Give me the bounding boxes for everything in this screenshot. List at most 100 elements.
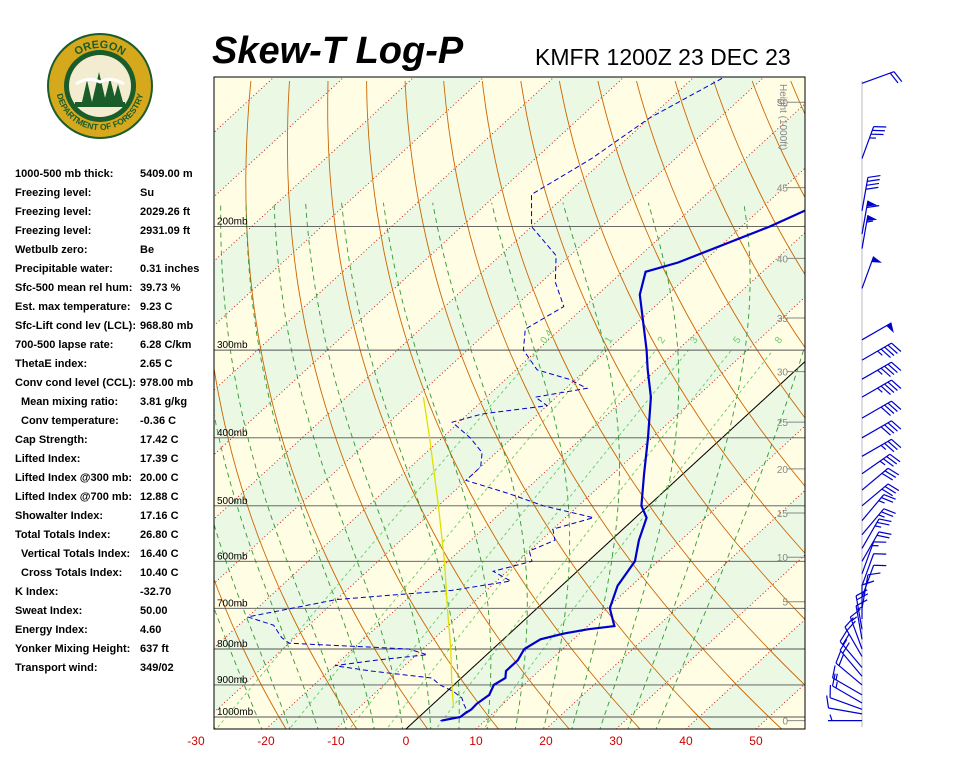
dry-adiabat-line <box>287 80 499 729</box>
index-value: 9.23 C <box>140 301 173 313</box>
isotherm-line <box>214 77 485 327</box>
wind-barb-staff <box>861 553 875 586</box>
index-label: Sweat Index: <box>15 605 83 617</box>
wind-barb-flag <box>884 365 895 376</box>
wind-barb-flag <box>873 541 887 543</box>
index-label: Energy Index: <box>15 624 88 636</box>
moist-adiabat-line <box>562 202 620 729</box>
dry-adiabat-line <box>214 578 287 729</box>
wind-barb <box>861 553 887 586</box>
wind-barb-flag <box>873 564 887 567</box>
dry-adiabat-line <box>214 725 216 729</box>
moist-adiabat-line <box>305 202 432 729</box>
wind-barb-flag <box>883 493 896 500</box>
wind-barb-flag <box>889 72 899 84</box>
wind-barb-flag <box>831 665 836 679</box>
wind-barb-flag <box>838 653 845 666</box>
index-label: Freezing level: <box>15 225 92 237</box>
wind-barb-flag <box>866 182 880 186</box>
index-label: Precipitable water: <box>15 263 113 275</box>
wind-barb-staff <box>855 595 863 630</box>
index-label: Freezing level: <box>15 187 92 199</box>
dry-adiabat-line <box>868 81 960 729</box>
index-value: 17.42 C <box>140 434 179 446</box>
height-tick-label: 45 <box>777 184 789 195</box>
index-label: Cross Totals Index: <box>21 567 123 579</box>
moist-adiabat-line <box>491 202 571 729</box>
wind-barb-flag <box>835 651 842 664</box>
wind-barb-staff <box>861 71 895 84</box>
index-value: 968.80 mb <box>140 320 194 332</box>
wind-barb-flag <box>891 420 902 430</box>
wind-barb-staff <box>861 420 892 439</box>
wind-barb <box>861 256 882 289</box>
index-label: Lifted Index @700 mb: <box>15 491 133 503</box>
wind-barb <box>861 493 896 521</box>
wind-barb-flag <box>882 458 894 467</box>
dry-adiabat-line <box>327 80 570 729</box>
height-tick-label: 10 <box>777 553 789 564</box>
wind-barb-half-flag <box>879 460 886 466</box>
wind-barb-flag <box>887 381 898 391</box>
height-tick-label: 50 <box>777 98 789 109</box>
index-label: Conv cond level (CCL): <box>15 377 137 389</box>
plot-frame <box>213 76 806 730</box>
dry-adiabat-line <box>558 80 805 554</box>
temperature-tick-label: 20 <box>539 734 553 748</box>
temperature-tick-label: 30 <box>609 734 623 748</box>
wind-barb-flag <box>891 361 902 372</box>
wind-barb <box>861 361 902 380</box>
wind-barb-staff <box>861 342 892 361</box>
mixing-ratio-label: 8 <box>773 335 785 346</box>
pressure-level-label: 800mb <box>217 639 248 650</box>
dry-adiabat-line <box>636 80 805 419</box>
wind-barb-staff <box>861 531 880 562</box>
wind-barb <box>861 467 900 491</box>
mixing-ratio-label: 2 <box>656 335 668 346</box>
wind-barb-pennant <box>866 200 878 207</box>
height-tick-label: 40 <box>777 254 789 265</box>
wind-barb <box>861 518 892 549</box>
wind-barb-flag <box>891 438 902 449</box>
index-label: Total Totals Index: <box>15 529 111 541</box>
mixing-ratio-label: 1 <box>603 335 615 346</box>
temperature-profile-line <box>441 209 805 722</box>
wind-barb-staff <box>828 707 863 715</box>
wind-barb-staff <box>861 541 875 575</box>
temperature-tick-label: 50 <box>749 734 763 748</box>
wind-barb <box>861 541 887 575</box>
index-label: Sfc-500 mean rel hum: <box>15 282 133 294</box>
dry-adiabat-line <box>366 80 641 729</box>
wind-barb-flag <box>889 453 901 463</box>
wind-barb-flag <box>887 467 900 476</box>
wind-barb-flag <box>866 205 880 209</box>
wind-barb <box>861 126 887 159</box>
wind-barb-flag <box>873 126 887 128</box>
wind-barb <box>861 531 892 562</box>
wind-barb-flag <box>887 440 898 451</box>
isotherm-line <box>214 77 415 262</box>
moist-adiabat-line <box>341 202 460 729</box>
moist-adiabat-line <box>655 343 805 729</box>
wind-barb-staff <box>861 126 875 159</box>
wind-barb-flag <box>844 617 854 628</box>
wind-barb-staff <box>861 518 880 549</box>
wind-barb <box>829 685 863 710</box>
isotherm-line <box>214 77 765 585</box>
dry-adiabat-line <box>245 80 428 729</box>
dry-adiabat-line <box>481 80 805 686</box>
index-label: Mean mixing ratio: <box>21 396 119 408</box>
wind-barb-flag <box>887 422 898 432</box>
wind-barb-half-flag <box>866 220 874 223</box>
wind-barb <box>861 215 878 249</box>
wind-barb-flag <box>884 346 895 356</box>
mixing-ratio-line <box>348 349 657 729</box>
wind-barb-staff <box>861 322 892 341</box>
temperature-band <box>214 77 485 326</box>
wind-barb-staff <box>861 361 892 380</box>
wind-barb-pennant <box>886 322 894 333</box>
wind-barb-flag <box>887 344 898 354</box>
index-value: 637 ft <box>140 643 169 655</box>
wind-barb-flag <box>842 633 850 645</box>
index-label: Est. max temperature: <box>15 301 131 313</box>
